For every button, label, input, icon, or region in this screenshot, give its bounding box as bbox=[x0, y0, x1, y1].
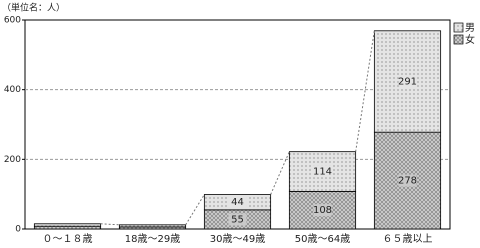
unit-label: （単位名：人） bbox=[2, 2, 65, 14]
legend-label: 女 bbox=[465, 33, 475, 46]
x-tick-label: ０～１８歳 bbox=[43, 233, 93, 245]
y-tick-label: 400 bbox=[4, 85, 21, 95]
data-label: 55 bbox=[231, 214, 244, 225]
y-tick-label: 0 bbox=[15, 225, 21, 235]
label-bg bbox=[313, 204, 332, 217]
label-bg bbox=[228, 196, 247, 209]
y-tick-label: 200 bbox=[4, 155, 21, 165]
label-bg bbox=[398, 75, 417, 88]
x-tick-label: 50歳～64歳 bbox=[295, 233, 350, 245]
bar-segment bbox=[33, 223, 102, 227]
x-tick-label: ６５歳以上 bbox=[383, 233, 433, 245]
connector bbox=[100, 223, 120, 226]
x-tick-label: 30歳～49歳 bbox=[210, 233, 265, 245]
label-bg bbox=[313, 165, 332, 178]
legend-label: 男 bbox=[465, 22, 475, 34]
y-tick-label: 600 bbox=[4, 16, 21, 26]
x-tick-label: 18歳～29歳 bbox=[125, 233, 180, 245]
data-label: 44 bbox=[231, 197, 244, 208]
bar-segment bbox=[118, 224, 187, 228]
label-bg bbox=[228, 213, 247, 226]
connector bbox=[185, 194, 205, 226]
bar-segment bbox=[33, 225, 102, 230]
legend-swatch bbox=[453, 34, 464, 45]
data-label: 278 bbox=[398, 176, 417, 187]
data-label: 114 bbox=[313, 167, 332, 178]
label-bg bbox=[398, 174, 417, 187]
connector bbox=[270, 151, 290, 195]
legend-swatch bbox=[453, 22, 464, 33]
data-label: 291 bbox=[398, 76, 417, 87]
data-label: 108 bbox=[313, 205, 332, 216]
connector bbox=[355, 30, 375, 152]
